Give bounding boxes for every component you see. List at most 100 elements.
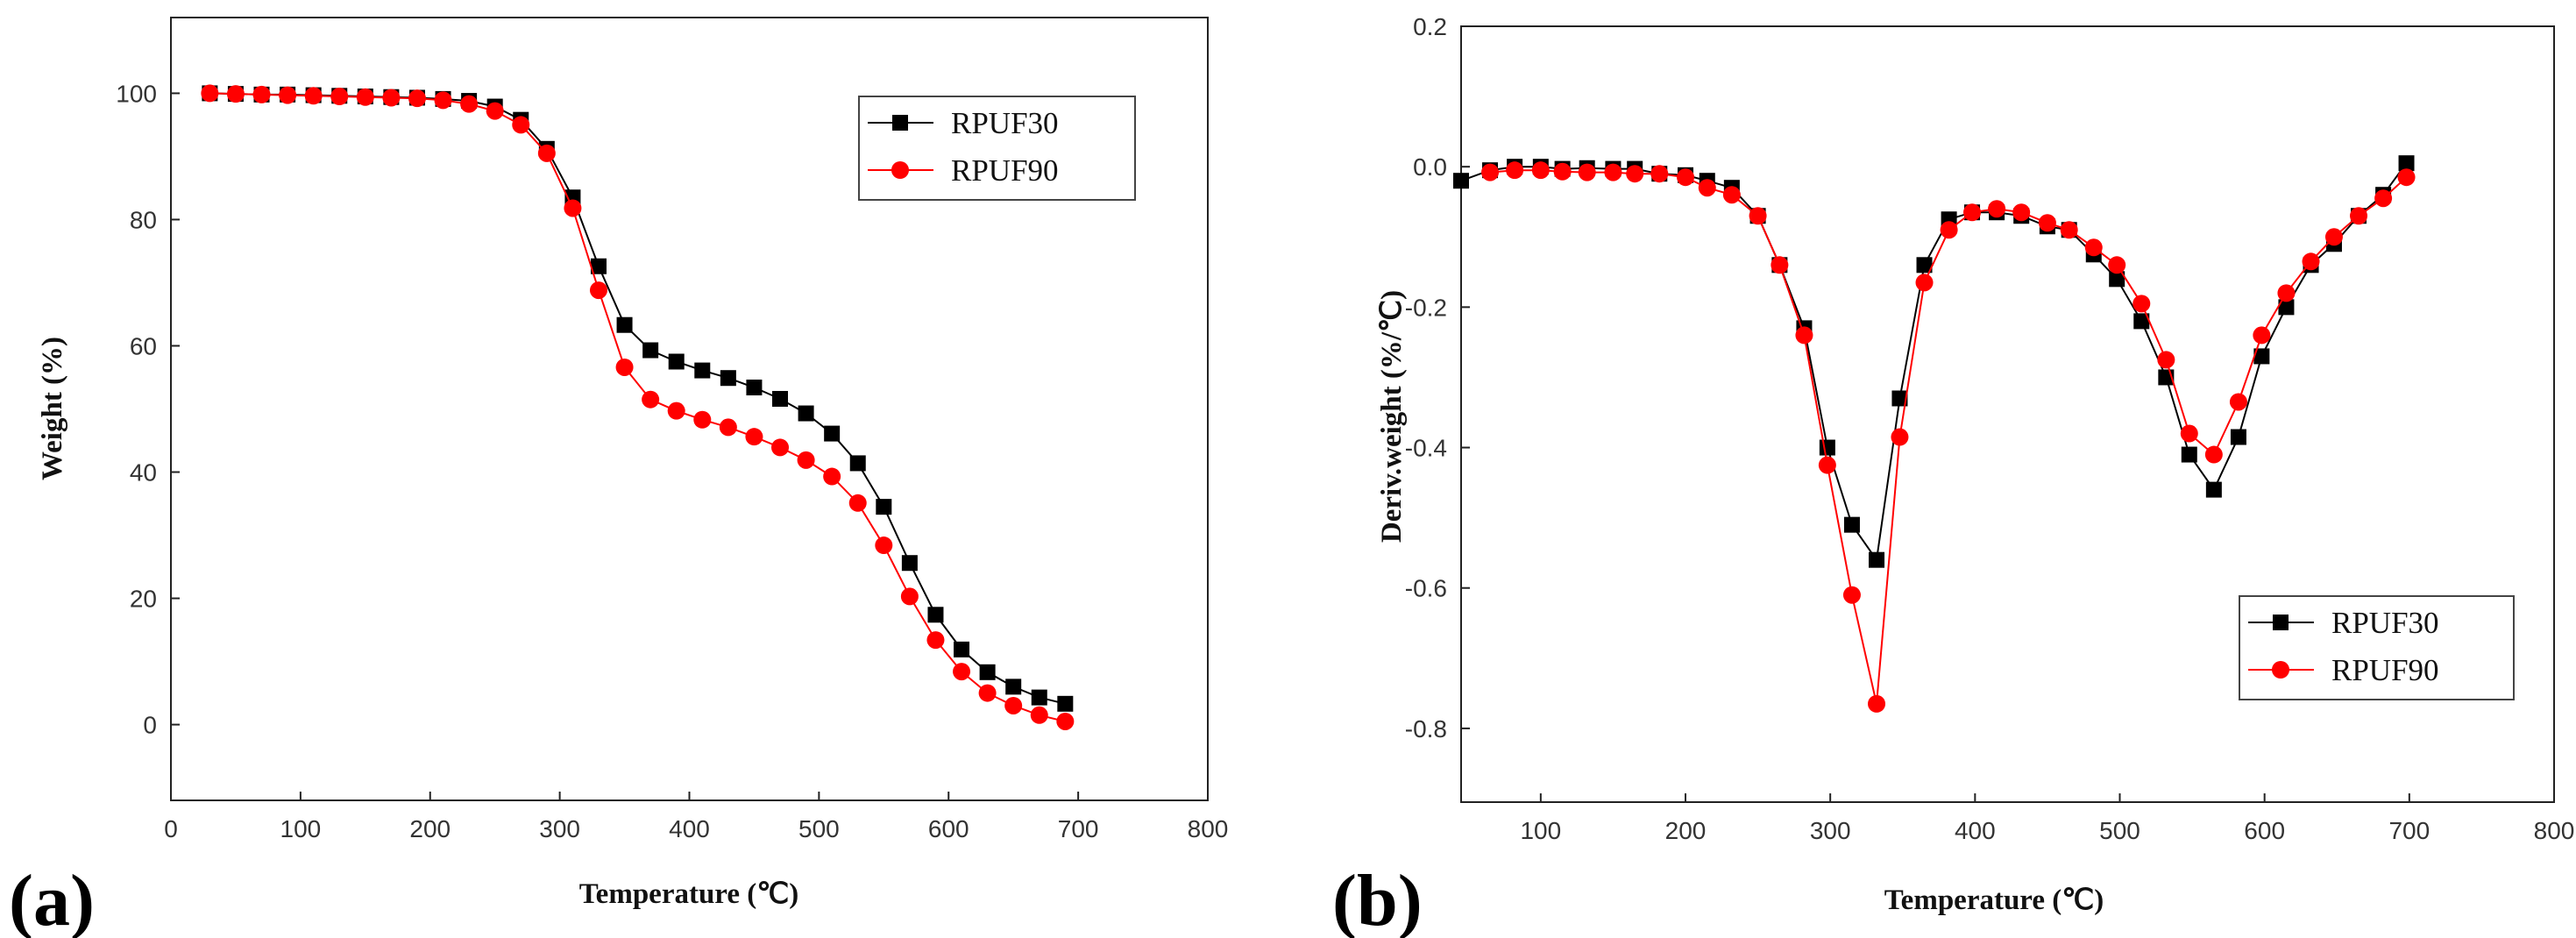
data-point-rpuf90 <box>330 88 349 106</box>
data-point-rpuf90 <box>1842 586 1861 604</box>
panel-label: (a) <box>9 860 95 938</box>
data-point-rpuf30 <box>1891 390 1908 407</box>
legend-label-rpuf90: RPUF90 <box>951 153 1059 188</box>
x-tick-label: 800 <box>1188 815 1229 842</box>
data-point-rpuf90 <box>2132 295 2151 313</box>
data-point-rpuf90 <box>823 467 841 486</box>
data-point-rpuf30 <box>2133 313 2150 330</box>
x-tick-label: 700 <box>2388 817 2430 844</box>
y-tick-label: -0.6 <box>1405 575 1447 602</box>
x-tick-label: 300 <box>1810 817 1851 844</box>
data-point-rpuf30 <box>1031 689 1047 706</box>
data-point-rpuf90 <box>1722 186 1741 204</box>
data-point-rpuf90 <box>771 438 790 457</box>
data-point-rpuf90 <box>201 84 219 103</box>
data-point-rpuf30 <box>2398 155 2415 172</box>
data-point-rpuf90 <box>2060 221 2078 239</box>
x-tick-label: 800 <box>2534 817 2575 844</box>
data-point-rpuf30 <box>1005 679 1022 695</box>
legend-marker-rpuf90 <box>891 161 909 179</box>
data-point-rpuf30 <box>954 641 970 657</box>
x-tick-label: 100 <box>1520 817 1561 844</box>
data-point-rpuf30 <box>2205 481 2222 498</box>
data-point-rpuf90 <box>875 537 893 555</box>
data-point-rpuf90 <box>382 89 401 107</box>
series-group <box>1453 155 2416 713</box>
y-tick-label: 80 <box>130 206 157 233</box>
data-point-rpuf30 <box>927 607 944 623</box>
y-tick-label: 0.2 <box>1413 13 1447 40</box>
data-point-rpuf30 <box>720 370 736 387</box>
data-point-rpuf30 <box>2109 271 2125 288</box>
data-point-rpuf90 <box>1650 165 1669 183</box>
data-point-rpuf30 <box>849 455 866 472</box>
x-tick-label: 200 <box>1665 817 1707 844</box>
data-point-rpuf90 <box>797 451 815 469</box>
legend-box <box>858 96 1136 201</box>
y-tick-label: -0.8 <box>1405 715 1447 743</box>
data-point-rpuf30 <box>746 380 763 396</box>
y-tick-label: 100 <box>116 80 157 107</box>
legend-label-rpuf90: RPUF90 <box>2331 653 2439 687</box>
data-point-rpuf90 <box>304 87 323 105</box>
x-axis-title: Temperature (℃) <box>579 878 799 910</box>
data-point-rpuf90 <box>434 91 452 110</box>
data-point-rpuf90 <box>2302 252 2320 271</box>
data-point-rpuf30 <box>1916 257 1933 274</box>
data-point-rpuf30 <box>901 555 918 572</box>
x-tick-label: 0 <box>164 815 178 842</box>
data-point-rpuf30 <box>824 425 841 442</box>
data-point-rpuf30 <box>798 405 814 422</box>
panel-label: (b) <box>1332 860 1423 938</box>
series-group <box>201 84 1075 730</box>
data-point-rpuf30 <box>2278 299 2295 316</box>
data-point-rpuf90 <box>2324 228 2343 246</box>
data-point-rpuf90 <box>642 390 660 409</box>
data-point-rpuf90 <box>953 663 971 681</box>
data-point-rpuf30 <box>2181 446 2197 463</box>
legend-marker-rpuf30 <box>892 115 908 131</box>
data-point-rpuf90 <box>1749 207 1767 225</box>
data-point-rpuf90 <box>279 86 297 104</box>
y-tick-label: -0.4 <box>1405 435 1447 462</box>
data-point-rpuf90 <box>1915 274 1934 292</box>
x-tick-label: 500 <box>2099 817 2140 844</box>
data-point-rpuf90 <box>1626 165 1644 183</box>
data-point-rpuf90 <box>589 281 607 300</box>
data-point-rpuf30 <box>694 362 711 379</box>
x-tick-label: 100 <box>280 815 322 842</box>
data-point-rpuf90 <box>1771 256 1789 274</box>
data-point-rpuf90 <box>2012 203 2031 222</box>
x-axis-title: Temperature (℃) <box>1884 885 2104 916</box>
data-point-rpuf30 <box>642 342 659 359</box>
data-point-rpuf90 <box>226 85 245 103</box>
x-tick-label: 400 <box>669 815 710 842</box>
data-point-rpuf90 <box>1698 179 1716 197</box>
plot-frame <box>1460 25 2555 803</box>
data-point-rpuf90 <box>667 401 685 420</box>
data-point-rpuf30 <box>668 353 685 370</box>
x-tick-label: 500 <box>798 815 840 842</box>
data-point-rpuf90 <box>2204 445 2223 464</box>
data-point-rpuf90 <box>2277 284 2296 302</box>
x-tick-label: 200 <box>409 815 451 842</box>
data-point-rpuf90 <box>1531 161 1550 180</box>
data-point-rpuf90 <box>1578 163 1596 181</box>
data-point-rpuf90 <box>693 410 712 429</box>
y-axis-title: Weight (%) <box>37 337 68 480</box>
y-tick-label: 40 <box>130 459 157 487</box>
data-point-rpuf30 <box>979 664 996 680</box>
y-tick-label: 60 <box>130 332 157 359</box>
panel-b: 100 200 300 400 500 600 700 800 0.2 0.0 -0.2 -0.4 -… <box>1332 13 2574 938</box>
data-point-rpuf90 <box>460 95 479 113</box>
y-axis-title: Deriv.weight (%/℃) <box>1376 290 1408 543</box>
data-point-rpuf90 <box>2350 207 2368 225</box>
data-point-rpuf90 <box>1481 163 1500 181</box>
data-point-rpuf90 <box>2180 424 2198 443</box>
x-tick-label: 400 <box>1955 817 1996 844</box>
legend-label-rpuf30: RPUF30 <box>2331 606 2439 640</box>
x-tick-label: 300 <box>539 815 580 842</box>
series-line-rpuf30 <box>1460 162 2408 563</box>
data-point-rpuf90 <box>1004 696 1023 714</box>
